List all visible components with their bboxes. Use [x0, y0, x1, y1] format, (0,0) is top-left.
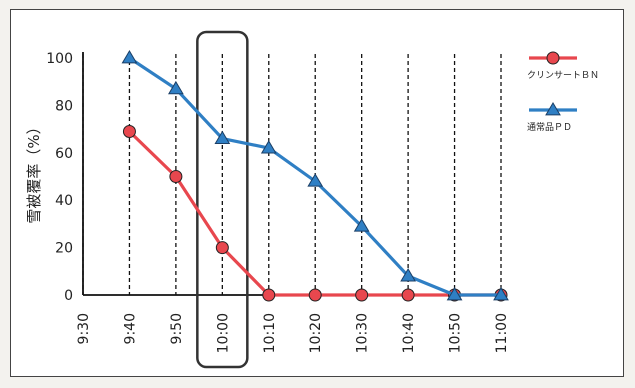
x-tick-label: 9:50 [169, 313, 185, 344]
y-tick-label: 20 [55, 241, 73, 257]
data-point-triangle [353, 218, 370, 232]
y-axis-title: 雪被覆率（%） [25, 119, 43, 223]
data-point-circle [308, 288, 322, 302]
data-point-circle [401, 288, 415, 302]
data-point-triangle [493, 287, 509, 301]
data-point-triangle [260, 140, 277, 154]
data-point-triangle [307, 173, 324, 187]
data-point-circle [122, 124, 136, 138]
x-tick-label: 10:20 [308, 313, 324, 353]
legend-marker-triangle [545, 102, 561, 116]
x-tick-label: 10:00 [215, 313, 231, 353]
data-point-circle [355, 288, 369, 302]
data-point-triangle [214, 130, 231, 144]
x-tick-label: 11:00 [494, 313, 510, 353]
data-point-triangle [121, 50, 138, 64]
legend: クリンサートＢＮ 通常品ＰＤ [527, 51, 599, 133]
data-point-circle [262, 288, 276, 302]
y-tick-label: 100 [46, 51, 73, 67]
legend-label: クリンサートＢＮ [527, 70, 599, 81]
chart-frame: 0 20 40 60 80 100 9:30 9:40 9:50 10:00 10:10 10:20 1… [10, 9, 624, 377]
grid-layer [82, 54, 502, 295]
data-point-triangle [168, 80, 184, 95]
highlight-box [196, 30, 249, 369]
x-tick-label: 10:10 [262, 313, 278, 353]
y-tick-label: 0 [64, 288, 73, 304]
x-tick-label: 10:40 [401, 313, 417, 353]
axis-layer: 0 20 40 60 80 100 9:30 9:40 9:50 10:00 10:10 10:20 1… [46, 30, 510, 369]
series-layer [121, 50, 509, 302]
x-tick-label: 9:30 [76, 313, 92, 344]
x-tick-label: 10:50 [448, 313, 464, 353]
data-point-triangle [400, 268, 416, 282]
y-tick-label: 40 [55, 193, 73, 209]
legend-label: 通常品ＰＤ [527, 121, 572, 133]
line-chart: 0 20 40 60 80 100 9:30 9:40 9:50 10:00 10:10 10:20 1… [25, 30, 599, 369]
y-tick-label: 80 [55, 98, 73, 114]
legend-marker-circle [546, 51, 560, 65]
y-tick-label: 60 [55, 146, 73, 162]
data-point-triangle [446, 287, 463, 301]
data-point-circle [215, 241, 229, 255]
x-tick-label: 10:30 [355, 313, 371, 353]
x-tick-label: 9:40 [122, 313, 138, 344]
data-point-circle [169, 170, 183, 183]
